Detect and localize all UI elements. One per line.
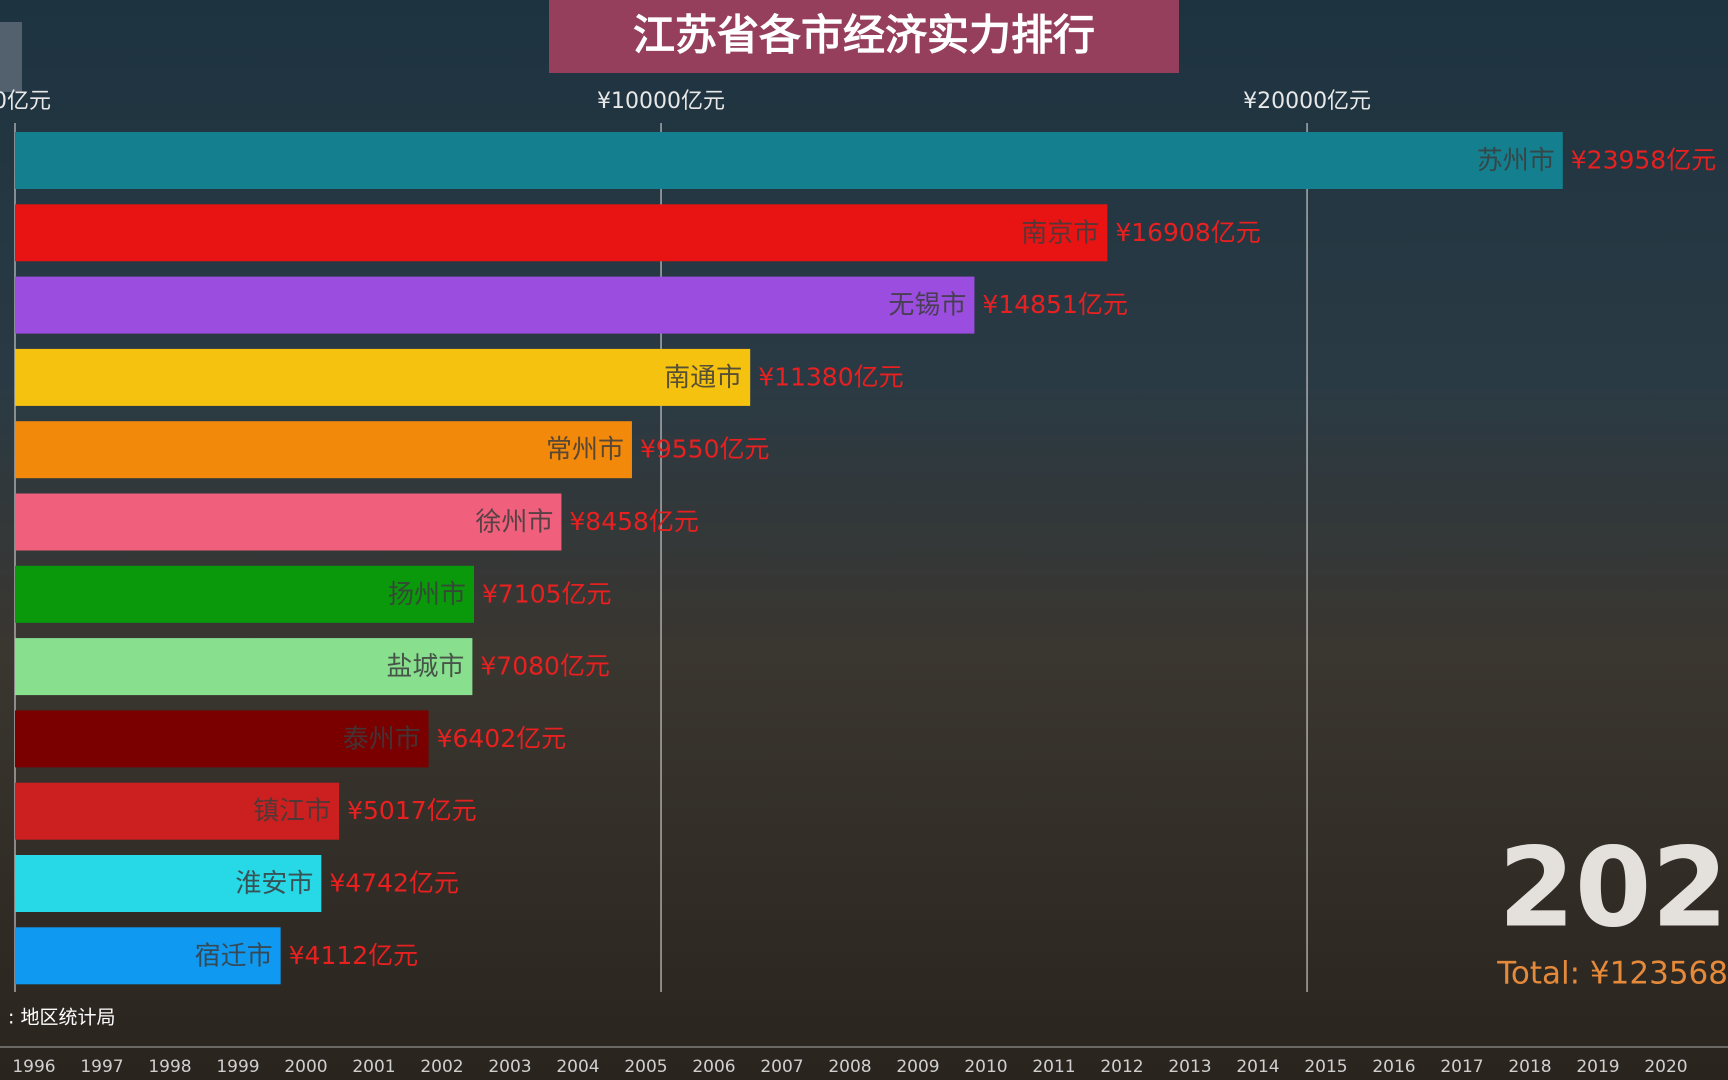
x-tick-label: ¥10000亿元: [597, 89, 725, 114]
timeline-year: 2013: [1168, 1057, 1211, 1077]
source: : 地区统计局: [8, 1007, 115, 1029]
timeline-year: 2016: [1372, 1057, 1415, 1077]
timeline-year: 2001: [352, 1057, 395, 1077]
timeline-year: 2019: [1576, 1057, 1619, 1077]
value-label: ¥23958亿元: [1571, 146, 1716, 175]
timeline-year: 2009: [896, 1057, 939, 1077]
timeline-year: 1997: [80, 1057, 123, 1077]
timeline-year: 1996: [12, 1057, 55, 1077]
value-label: ¥9550亿元: [640, 435, 770, 464]
bar: [15, 565, 475, 623]
value-label: ¥4742亿元: [329, 869, 459, 898]
year: 202: [1498, 823, 1728, 951]
chart-title: 江苏省各市经济实力排行: [633, 11, 1095, 60]
timeline-year: 2014: [1236, 1057, 1279, 1077]
bar-category-label: 苏州市: [1477, 146, 1555, 176]
timeline-year: 2002: [420, 1057, 463, 1077]
timeline-year: 2008: [828, 1057, 871, 1077]
timeline-year: 2006: [692, 1057, 735, 1077]
bar: [15, 204, 1108, 262]
timeline-year: 2012: [1100, 1057, 1143, 1077]
total: Total: ¥123568: [1496, 956, 1728, 992]
bar-category-label: 南京市: [1021, 218, 1099, 248]
timeline-year: 2017: [1440, 1057, 1483, 1077]
x-tick-label: ¥0亿元: [0, 89, 51, 114]
bar: [15, 493, 562, 551]
bar-category-label: 扬州市: [388, 580, 466, 610]
bar: [15, 855, 322, 912]
title-box: [549, 0, 1179, 73]
bar-category-label: 镇江市: [253, 797, 331, 827]
bar: [15, 421, 632, 479]
bar: [15, 276, 975, 334]
timeline-year: 1999: [216, 1057, 259, 1077]
bar-category-label: 南通市: [664, 363, 742, 393]
bar: [15, 782, 340, 840]
x-tick-label: ¥20000亿元: [1243, 89, 1371, 114]
timeline-year: 2020: [1644, 1057, 1687, 1077]
value-label: ¥4112亿元: [289, 941, 419, 970]
value-label: ¥7105亿元: [482, 579, 612, 608]
bar: [15, 710, 429, 768]
timeline-year: 2000: [284, 1057, 327, 1077]
timeline-year: 2004: [556, 1057, 599, 1077]
bar: [15, 348, 751, 406]
bar-category-label: 泰州市: [343, 724, 421, 754]
value-label: ¥11380亿元: [758, 362, 903, 391]
timeline-year: 2005: [624, 1057, 667, 1077]
bar: [15, 132, 1563, 189]
bar: [15, 927, 281, 985]
timeline-year: 1998: [148, 1057, 191, 1077]
bar-category-label: 宿迁市: [195, 941, 273, 971]
timeline-year: 2018: [1508, 1057, 1551, 1077]
value-label: ¥14851亿元: [982, 290, 1127, 319]
timeline-year: 2010: [964, 1057, 1007, 1077]
bar-category-label: 常州市: [546, 435, 624, 465]
bar-category-label: 徐州市: [475, 508, 553, 538]
timeline-year: 2007: [760, 1057, 803, 1077]
value-label: ¥6402亿元: [437, 724, 567, 753]
timeline-year: 2003: [488, 1057, 531, 1077]
bar: [15, 638, 473, 696]
logo: [0, 22, 22, 92]
value-label: ¥5017亿元: [347, 796, 477, 825]
bar-category-label: 盐城市: [386, 652, 464, 682]
timeline-year: 2011: [1032, 1057, 1075, 1077]
value-label: ¥7080亿元: [480, 652, 610, 681]
value-label: ¥16908亿元: [1115, 218, 1260, 247]
value-label: ¥8458亿元: [569, 507, 699, 536]
bar-category-label: 无锡市: [888, 291, 966, 321]
timeline-year: 2015: [1304, 1057, 1347, 1077]
bar-category-label: 淮安市: [235, 869, 313, 899]
